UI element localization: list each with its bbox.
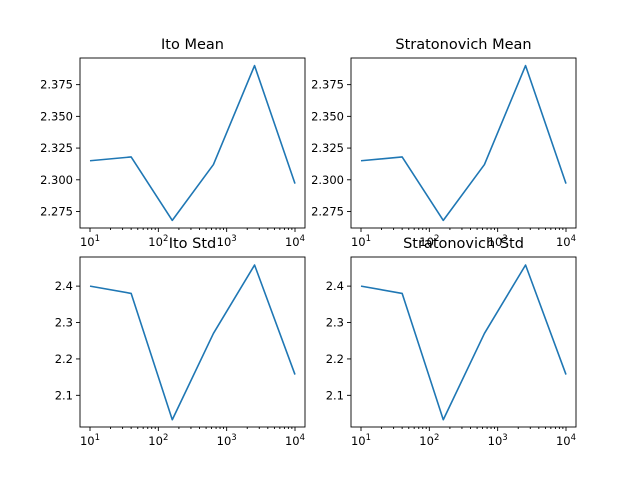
- series-line: [89, 64, 296, 222]
- y-tick-label: 2.3: [55, 316, 73, 330]
- y-tick-label: 2.275: [311, 205, 344, 219]
- axes-frame: [350, 256, 577, 428]
- y-tick-label: 2.300: [311, 173, 344, 187]
- y-tick-label: 2.325: [311, 141, 344, 155]
- subplot-2: Stratonovich Mean 2.275 2.300 2.325 2.350 2.3…: [311, 37, 577, 249]
- y-tick-label: 2.1: [326, 388, 344, 402]
- x-tick-label: 102: [419, 433, 439, 448]
- y-tick-label: 2.2: [326, 352, 344, 366]
- x-tick-label: 104: [556, 234, 576, 249]
- y-tick-label: 2.1: [55, 388, 73, 402]
- series-line: [89, 264, 296, 421]
- x-tick-label: 101: [80, 433, 100, 448]
- y-tick-label: 2.275: [40, 205, 73, 219]
- y-tick-label: 2.325: [40, 141, 73, 155]
- y-tick-label: 2.4: [326, 279, 344, 293]
- x-tick-label: 103: [217, 234, 237, 249]
- y-tick-label: 2.2: [55, 352, 73, 366]
- x-tick-label: 102: [148, 234, 168, 249]
- y-tick-label: 2.3: [326, 316, 344, 330]
- x-tick-label: 101: [351, 433, 371, 448]
- x-tick-label: 103: [488, 234, 508, 249]
- subplot-title: Ito Mean: [161, 37, 224, 53]
- axes-frame: [79, 57, 306, 229]
- y-tick-label: 2.375: [311, 78, 344, 92]
- y-tick-label: 2.300: [40, 173, 73, 187]
- subplot-4: Stratonovich Std 2.1 2.2 2.3 2.4 101 102 103 104: [326, 236, 577, 448]
- y-tick-label: 2.350: [40, 109, 73, 123]
- x-tick-label: 102: [148, 433, 168, 448]
- subplot-1: Ito Mean 2.275 2.300 2.325 2.350 2.375 101 102 1…: [40, 37, 306, 249]
- x-tick-label: 104: [285, 433, 305, 448]
- subplot-title: Stratonovich Std: [403, 236, 524, 252]
- y-tick-label: 2.4: [55, 279, 73, 293]
- axes-frame: [79, 256, 306, 428]
- x-tick-label: 103: [488, 433, 508, 448]
- series-line: [360, 64, 567, 222]
- subplot-title: Stratonovich Mean: [395, 37, 531, 53]
- y-tick-label: 2.350: [311, 109, 344, 123]
- x-tick-label: 102: [419, 234, 439, 249]
- y-tick-label: 2.375: [40, 78, 73, 92]
- x-tick-label: 101: [351, 234, 371, 249]
- x-tick-label: 103: [217, 433, 237, 448]
- series-line: [360, 264, 567, 421]
- x-tick-label: 104: [556, 433, 576, 448]
- subplot-3: Ito Std 2.1 2.2 2.3 2.4 101 102 103 104: [55, 236, 306, 448]
- subplot-title: Ito Std: [169, 236, 217, 252]
- x-tick-label: 101: [80, 234, 100, 249]
- axes-frame: [350, 57, 577, 229]
- x-tick-label: 104: [285, 234, 305, 249]
